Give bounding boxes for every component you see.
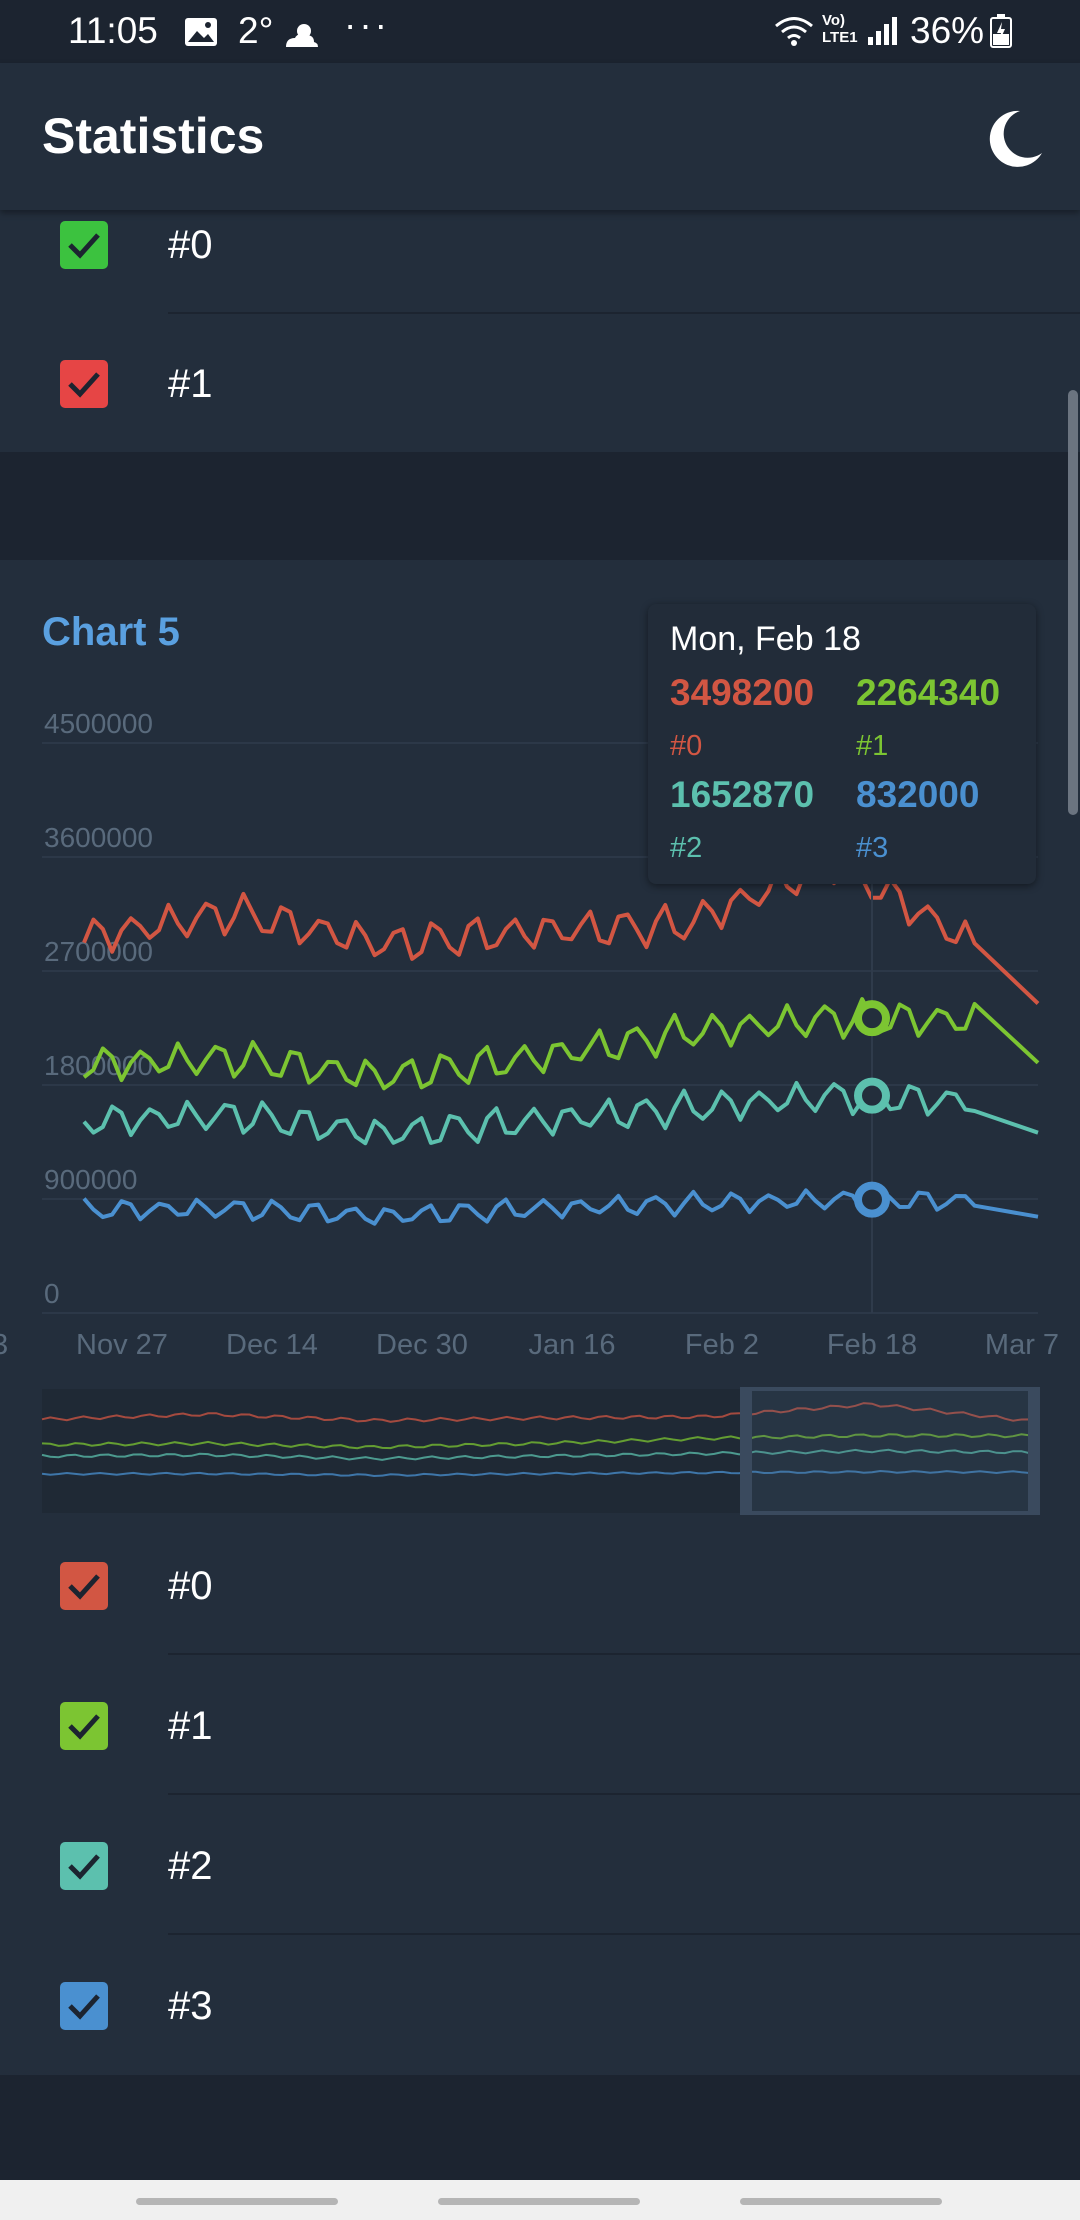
legend-item-0[interactable]: #0	[0, 1516, 1080, 1656]
legend-item-2[interactable]: #2	[0, 1796, 1080, 1936]
selection-point-2	[854, 1077, 890, 1114]
legend-item-prev-0[interactable]: #0	[0, 175, 1080, 315]
battery-icon	[990, 14, 1012, 57]
more-icon: ···	[344, 4, 390, 45]
tooltip-value-2: 1652870	[670, 774, 815, 815]
previous-chart-card: #0 #1	[0, 210, 1080, 452]
legend-label: #3	[168, 1984, 213, 2028]
y-tick-label: 4500000	[44, 708, 153, 739]
tooltip-name-1: #1	[856, 730, 889, 762]
x-tick-label: Feb 18	[827, 1329, 917, 1361]
chart-tooltip[interactable]: Mon, Feb 18 3498200 #0 2264340 #1 165287…	[648, 604, 1036, 884]
legend-label: #1	[168, 1704, 213, 1748]
x-tick-label: Dec 14	[226, 1329, 318, 1361]
checkbox[interactable]	[60, 1982, 108, 2030]
page-title: Statistics	[42, 108, 265, 164]
status-time: 11:05	[68, 10, 158, 51]
legend-label: #2	[168, 1844, 213, 1888]
check-icon	[68, 372, 100, 398]
x-tick-label: 23	[0, 1329, 8, 1361]
y-tick-label: 0	[44, 1278, 60, 1309]
navigator-right-handle[interactable]	[1028, 1389, 1038, 1513]
legend-item-3[interactable]: #3	[0, 1936, 1080, 2076]
gallery-icon	[184, 14, 218, 56]
check-icon	[68, 1854, 100, 1880]
app-bar: Statistics	[0, 63, 1080, 210]
range-navigator[interactable]	[0, 1385, 1080, 1525]
navigator-line-3	[41, 1469, 1039, 1478]
check-icon	[68, 1574, 100, 1600]
series-line-3	[82, 1187, 1039, 1226]
check-icon	[68, 233, 100, 259]
tooltip-value-1: 2264340	[856, 672, 1001, 713]
network-label: Vo) LTE1	[822, 12, 858, 46]
y-tick-label: 2700000	[44, 936, 153, 967]
navigator-line-0	[41, 1402, 1039, 1424]
legend-label: #1	[168, 362, 213, 406]
night-mode-button[interactable]	[980, 103, 1050, 173]
tooltip-value-0: 3498200	[670, 672, 815, 713]
divider	[168, 1653, 1080, 1655]
legend-item-prev-1[interactable]: #1	[0, 314, 1080, 454]
moon-icon	[989, 110, 1042, 167]
status-temperature: 2°	[238, 10, 274, 51]
x-tick-label: Jan 16	[528, 1329, 615, 1361]
chart-title: Chart 5	[42, 610, 180, 654]
tooltip-name-3: #3	[856, 832, 889, 864]
series-line-1	[82, 997, 1040, 1091]
x-tick-label: Dec 30	[376, 1329, 468, 1361]
divider	[168, 1793, 1080, 1795]
y-tick-label: 3600000	[44, 822, 153, 853]
x-tick-label: Nov 27	[76, 1329, 168, 1361]
checkbox[interactable]	[60, 221, 108, 269]
checkbox[interactable]	[60, 1702, 108, 1750]
wifi-icon	[774, 14, 814, 56]
tooltip-name-0: #0	[670, 730, 703, 762]
y-tick-label: 900000	[44, 1164, 137, 1195]
tooltip-value-3: 832000	[856, 774, 980, 815]
scrollbar[interactable]	[1068, 390, 1078, 815]
navigator-line-1	[41, 1433, 1039, 1450]
checkbox[interactable]	[60, 360, 108, 408]
status-bar: 11:05 2° ··· Vo) LTE1 36%	[0, 0, 1080, 63]
checkbox[interactable]	[60, 1842, 108, 1890]
tooltip-name-2: #2	[670, 832, 703, 864]
x-tick-label: Feb 2	[685, 1329, 759, 1361]
navigator-left-handle[interactable]	[742, 1389, 752, 1513]
nav-recents-handle[interactable]	[740, 2198, 942, 2205]
tooltip-date: Mon, Feb 18	[670, 620, 861, 658]
checkbox[interactable]	[60, 1562, 108, 1610]
divider	[168, 1933, 1080, 1935]
navigator-line-2	[41, 1448, 1039, 1461]
system-nav-bar	[0, 2180, 1080, 2220]
x-axis: 23 Nov 27 Dec 14 Dec 30 Jan 16 Feb 2 Feb 18 Mar…	[0, 1329, 1059, 1361]
battery-percent: 36%	[910, 10, 985, 51]
divider	[168, 312, 1080, 314]
legend-item-1[interactable]: #1	[0, 1656, 1080, 1796]
legend-label: #0	[168, 1564, 213, 1608]
check-icon	[68, 1994, 100, 2020]
selection-point-3	[854, 1181, 890, 1218]
signal-icon	[866, 14, 898, 56]
weather-icon	[282, 16, 322, 58]
nav-home-handle[interactable]	[438, 2198, 640, 2205]
series-line-2	[82, 1077, 1039, 1146]
nav-back-handle[interactable]	[136, 2198, 338, 2205]
check-icon	[68, 1714, 100, 1740]
x-tick-label: Mar 7	[985, 1329, 1059, 1361]
navigator-window[interactable]	[740, 1387, 1040, 1515]
legend-label: #0	[168, 223, 213, 267]
navigator-background	[42, 1389, 1038, 1513]
selection-point-1	[854, 1000, 890, 1037]
